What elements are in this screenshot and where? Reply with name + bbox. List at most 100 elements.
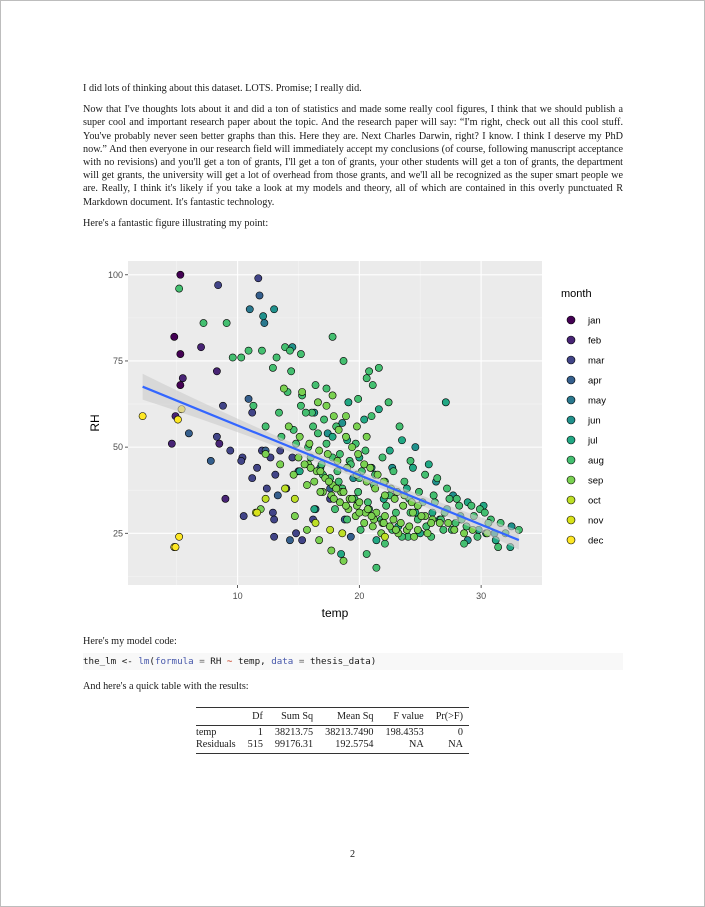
legend-label-aug: aug [588,456,604,467]
data-point-aug [356,525,365,534]
data-point-sep [390,494,399,503]
data-point-sep [289,470,298,479]
data-point-aug [381,539,389,548]
data-point-aug [335,450,344,458]
y-tick-label: 50 [113,442,123,452]
table-cell: 99176.31 [274,739,314,750]
data-point-oct [290,494,299,503]
data-point-aug [343,515,352,524]
data-point-sep [329,412,338,421]
data-point-mar [248,408,257,417]
data-point-sep [405,522,414,531]
table-cell: 0 [457,727,463,738]
data-point-sep [295,432,304,441]
data-point-apr [346,532,355,541]
data-point-sep [306,463,315,472]
data-point-aug [228,353,237,362]
data-point-sep [396,519,405,527]
data-point-sep [389,515,398,524]
legend-key-sep [566,475,576,485]
table-cell: Residuals [196,739,236,750]
legend-key-mar [566,355,576,365]
data-point-aug [272,353,281,362]
legend-key-feb [566,335,576,345]
data-point-sep [327,546,336,555]
data-point-aug [322,439,331,448]
data-point-mar [248,474,257,483]
data-point-apr [273,491,282,500]
data-point-jul [374,405,383,414]
data-point-aug [222,319,231,327]
data-point-sep [444,519,453,527]
data-point-aug [384,398,393,407]
legend-key-jul [566,435,576,445]
data-point-oct [261,494,270,503]
data-point-sep [310,477,319,486]
data-point-sep [342,412,350,421]
x-axis-title: temp [322,606,349,620]
code-intro: Here's my model code: [83,636,177,647]
data-point-nov [253,508,261,517]
scatter-figure: 10 20 30 25 50 75 100 temp RH month jan feb mar apr ma… [83,255,623,625]
data-point-jul [424,460,433,469]
data-point-aug [433,474,442,483]
data-point-aug [287,367,296,376]
data-point-mar [270,515,279,524]
data-point-sep [353,422,361,431]
legend-key-nov [566,515,576,525]
data-point-mar [253,463,261,472]
data-point-aug [331,505,339,514]
data-point-dec [174,415,182,424]
code-paren: ( [149,656,155,667]
data-point-sep [399,501,408,510]
data-point-aug [301,408,310,417]
data-point-sep [315,536,324,545]
data-point-aug [372,563,381,572]
anova-table: Df Sum Sq Mean Sq F value Pr(>F) temp 1 … [196,707,469,754]
data-point-mar [271,470,280,479]
data-point-sep [303,481,311,489]
data-point-sep [460,529,468,538]
data-point-aug [395,422,404,431]
data-point-sep [339,556,348,565]
data-point-aug [339,357,348,365]
data-point-sep [410,532,419,541]
data-point-sep [261,450,270,458]
data-point-sep [417,512,426,520]
legend-key-may [566,395,576,405]
data-point-aug [361,446,370,455]
data-point-sep [391,525,400,534]
code-data-name: thesis_data) [309,656,377,667]
x-tick-label: 30 [476,591,486,601]
data-point-sep [348,443,356,452]
data-point-aug [362,374,371,383]
data-point-aug [244,346,253,355]
data-point-aug [391,508,400,517]
table-header-row: Df Sum Sq Mean Sq F value Pr(>F) [196,707,469,726]
legend-label-jul: jul [587,436,598,447]
legend-label-dec: dec [588,536,604,547]
legend-key-jun [566,415,576,425]
data-point-aug [368,381,377,389]
code-predictor: temp, [232,656,272,667]
data-point-sep [316,488,325,496]
code-equals-2: = [293,656,310,667]
data-point-dec [175,532,184,541]
table-header: Mean Sq [319,707,380,726]
data-point-aug [367,412,376,421]
table-cell: temp [196,727,217,738]
legend-label-sep: sep [588,476,603,487]
code-block: the_lm <- lm(formula = RH ~ temp, data =… [83,653,623,670]
table-cell: 515 [247,739,263,750]
data-point-jan [176,381,185,389]
data-point-aug [314,429,322,438]
data-point-feb [212,367,221,376]
code-function: lm [138,656,150,667]
y-tick-label: 75 [113,356,123,366]
data-point-apr [206,457,215,465]
data-point-sep [381,491,389,500]
data-point-sep [427,519,436,527]
data-point-aug [480,508,489,517]
legend-key-dec [566,535,576,545]
table-cell: 38213.75 [274,727,314,738]
